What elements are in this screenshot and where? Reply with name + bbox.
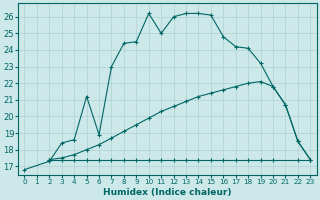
X-axis label: Humidex (Indice chaleur): Humidex (Indice chaleur) <box>103 188 232 197</box>
